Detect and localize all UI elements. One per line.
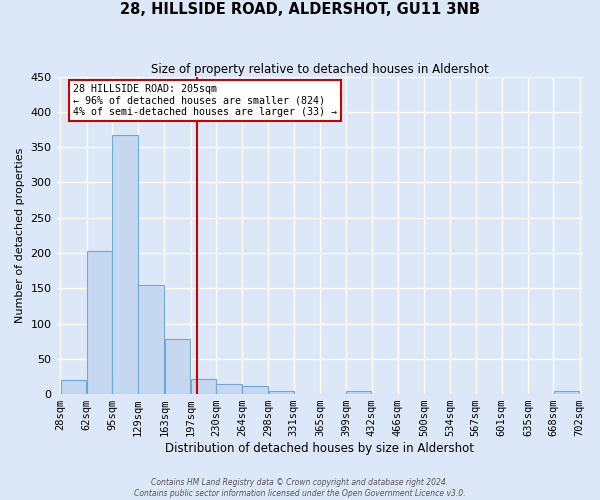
Bar (191, 378, 216, 394)
Bar (112, 135, 138, 394)
Bar (139, 285, 164, 394)
Bar (164, 339, 190, 394)
Bar (242, 386, 268, 394)
Bar (346, 390, 371, 394)
Bar (554, 390, 580, 394)
X-axis label: Distribution of detached houses by size in Aldershot: Distribution of detached houses by size … (166, 442, 475, 455)
Y-axis label: Number of detached properties: Number of detached properties (15, 148, 25, 323)
Bar (216, 384, 242, 394)
Bar (61, 380, 86, 394)
Text: 28, HILLSIDE ROAD, ALDERSHOT, GU11 3NB: 28, HILLSIDE ROAD, ALDERSHOT, GU11 3NB (120, 2, 480, 18)
Title: Size of property relative to detached houses in Aldershot: Size of property relative to detached ho… (151, 62, 489, 76)
Bar (269, 390, 293, 394)
Bar (87, 251, 112, 394)
Text: Contains HM Land Registry data © Crown copyright and database right 2024.
Contai: Contains HM Land Registry data © Crown c… (134, 478, 466, 498)
Text: 28 HILLSIDE ROAD: 205sqm
← 96% of detached houses are smaller (824)
4% of semi-d: 28 HILLSIDE ROAD: 205sqm ← 96% of detach… (73, 84, 337, 117)
